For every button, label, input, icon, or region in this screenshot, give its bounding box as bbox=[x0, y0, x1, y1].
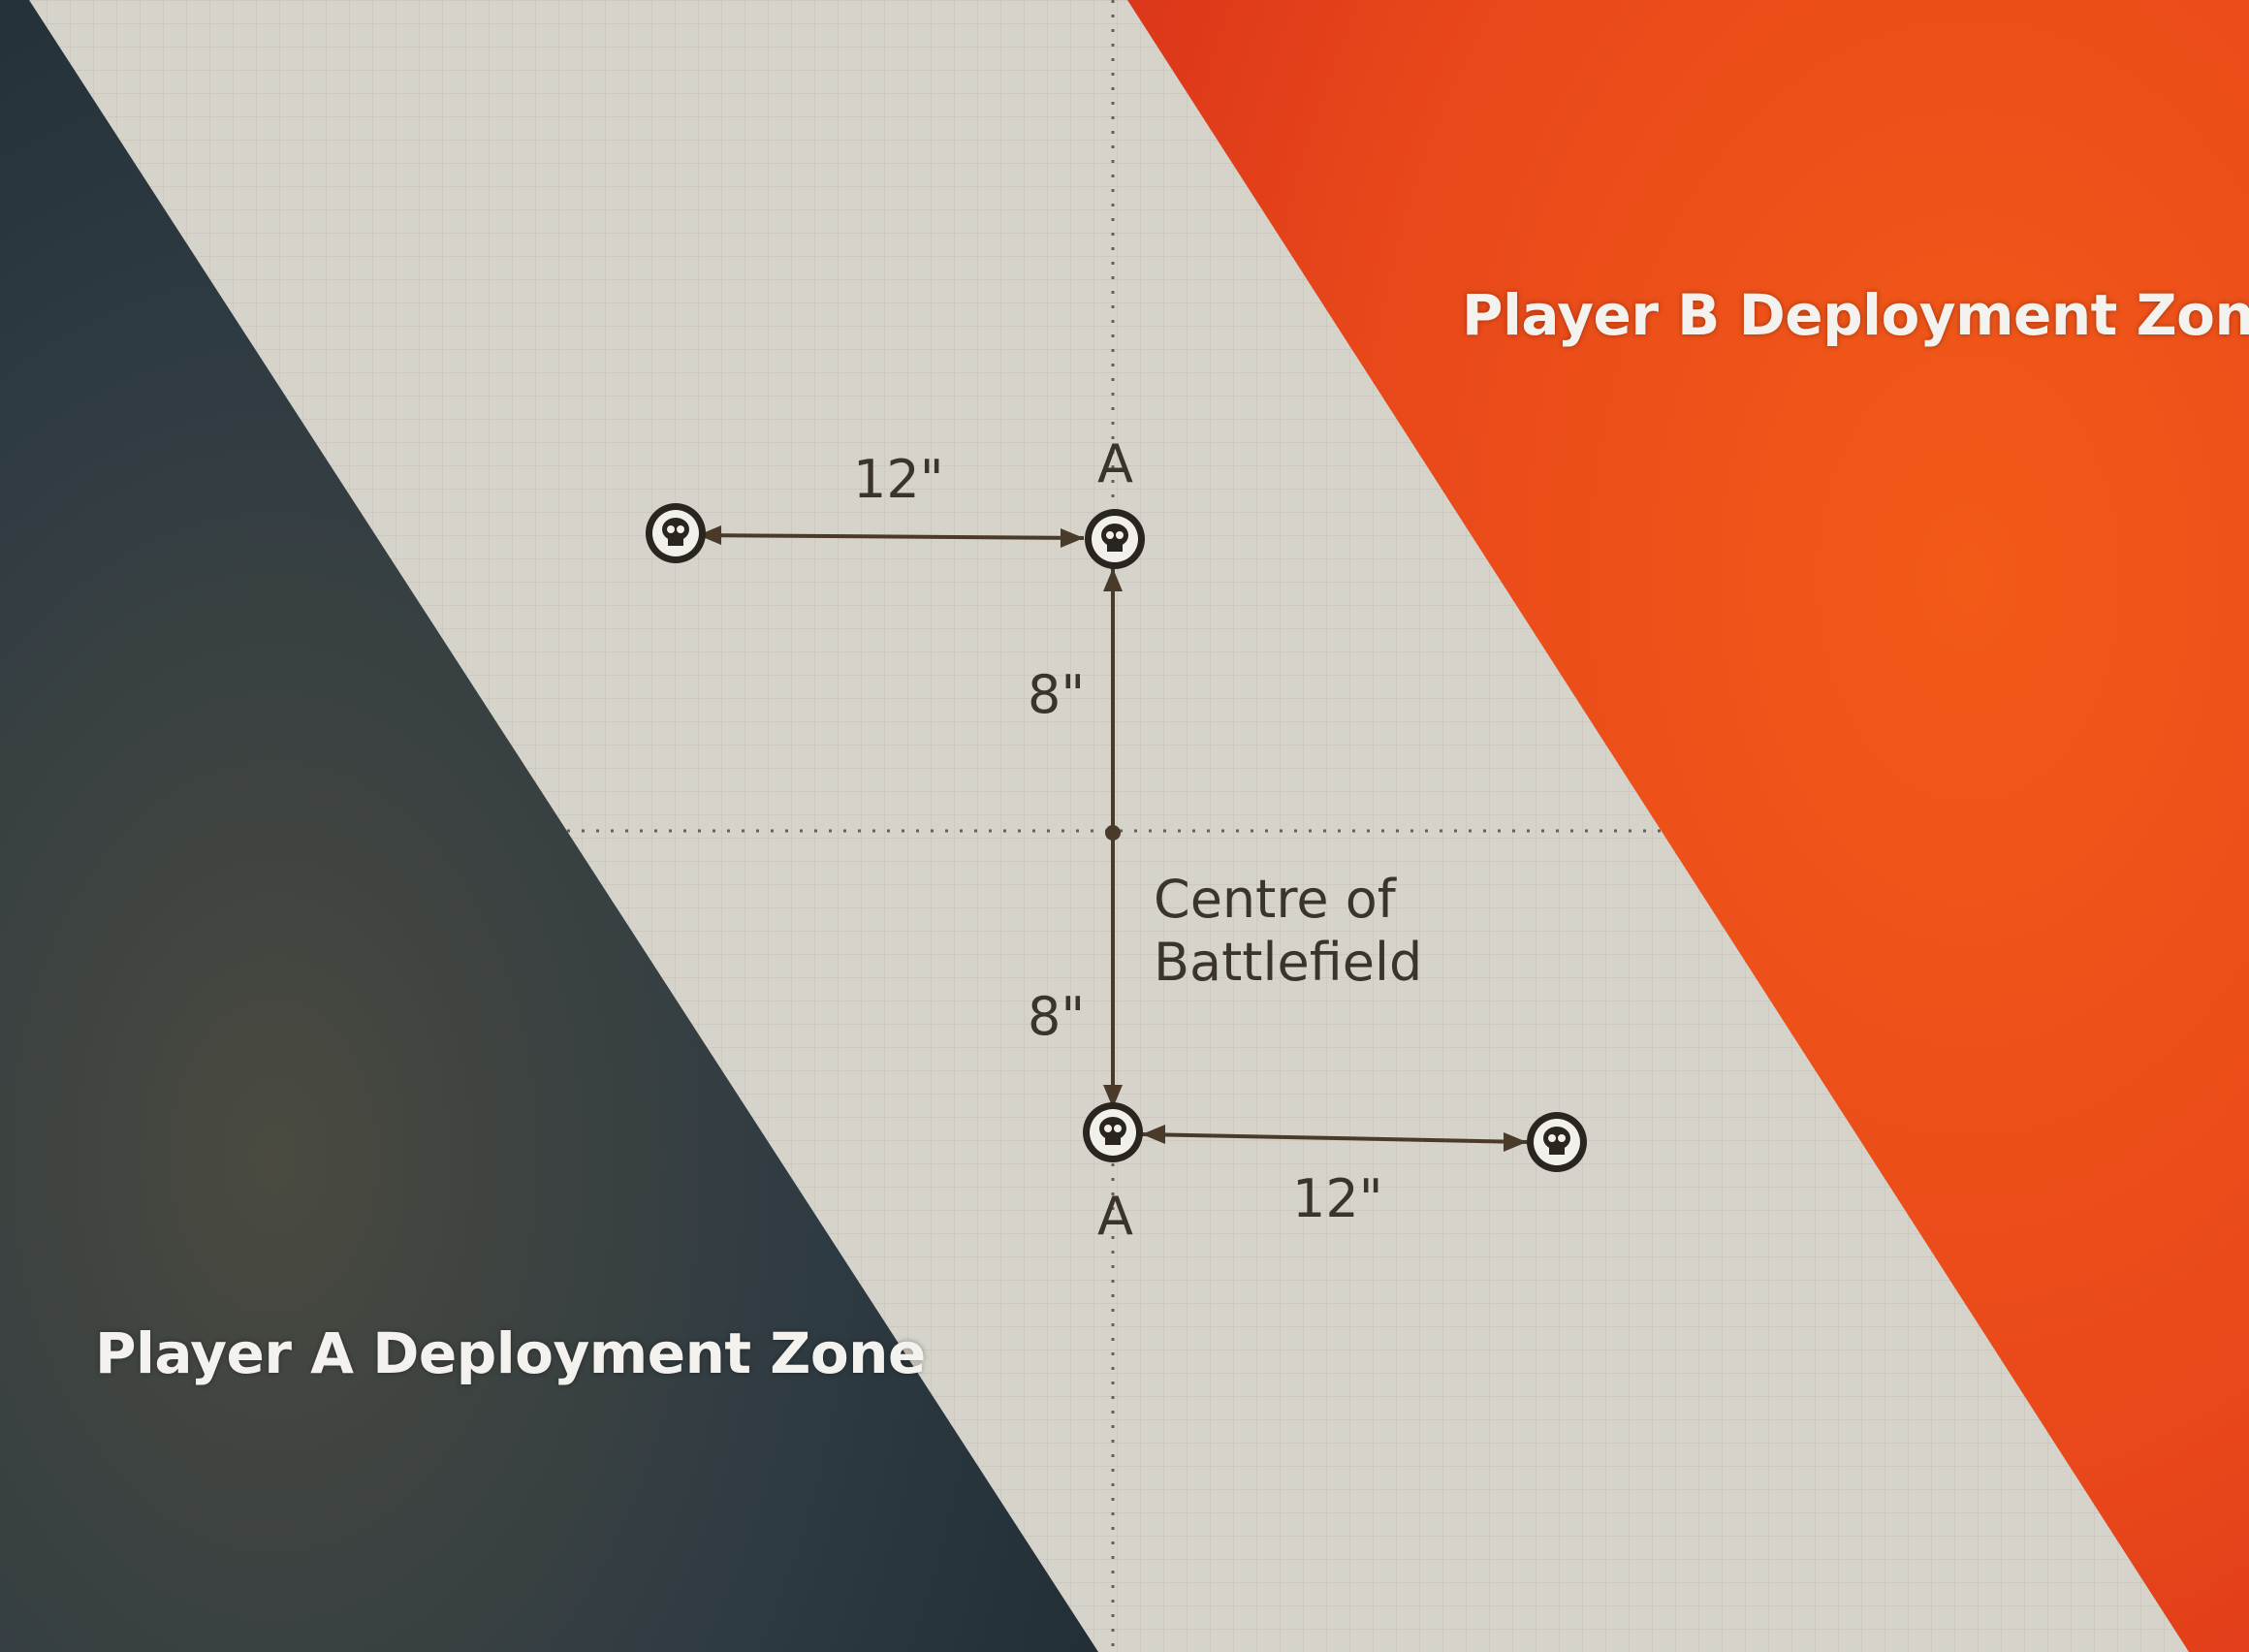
top-left-arrowhead bbox=[698, 525, 721, 545]
objective-bottom-right-skull-icon bbox=[1527, 1112, 1587, 1172]
player-b-deployment-zone bbox=[1127, 0, 2249, 1652]
vertical-top-arrowhead bbox=[1103, 568, 1123, 591]
top-horizontal-distance-label: 12" bbox=[853, 449, 944, 510]
centre-label-line-1: Centre of bbox=[1154, 869, 1396, 930]
bottom-left-arrowhead bbox=[1142, 1125, 1165, 1144]
player-a-deployment-zone bbox=[0, 0, 1098, 1652]
upper-vertical-distance-label: 8" bbox=[1028, 664, 1086, 725]
top-objective-letter: A bbox=[1097, 433, 1133, 494]
objective-bottom-a-skull-icon bbox=[1083, 1102, 1143, 1162]
centre-of-battlefield-label: Centre of Battlefield bbox=[1154, 869, 1422, 995]
bottom-horizontal-distance-label: 12" bbox=[1292, 1168, 1383, 1229]
vertical-bottom-arrowhead bbox=[1103, 1085, 1123, 1108]
player-b-zone-label: Player B Deployment Zone bbox=[1462, 282, 2249, 348]
centre-point bbox=[1105, 825, 1121, 841]
objective-top-left-skull-icon bbox=[646, 503, 706, 563]
objective-top-a-skull-icon bbox=[1085, 509, 1145, 569]
top-horizontal-measure-line bbox=[697, 533, 1085, 540]
bottom-horizontal-measure-line bbox=[1141, 1132, 1528, 1144]
bottom-right-arrowhead bbox=[1504, 1132, 1527, 1152]
top-right-arrowhead bbox=[1061, 528, 1084, 548]
lower-vertical-distance-label: 8" bbox=[1028, 986, 1086, 1047]
bottom-objective-letter: A bbox=[1097, 1186, 1133, 1247]
player-a-zone-label: Player A Deployment Zone bbox=[95, 1320, 926, 1386]
centre-label-line-2: Battlefield bbox=[1154, 931, 1423, 993]
